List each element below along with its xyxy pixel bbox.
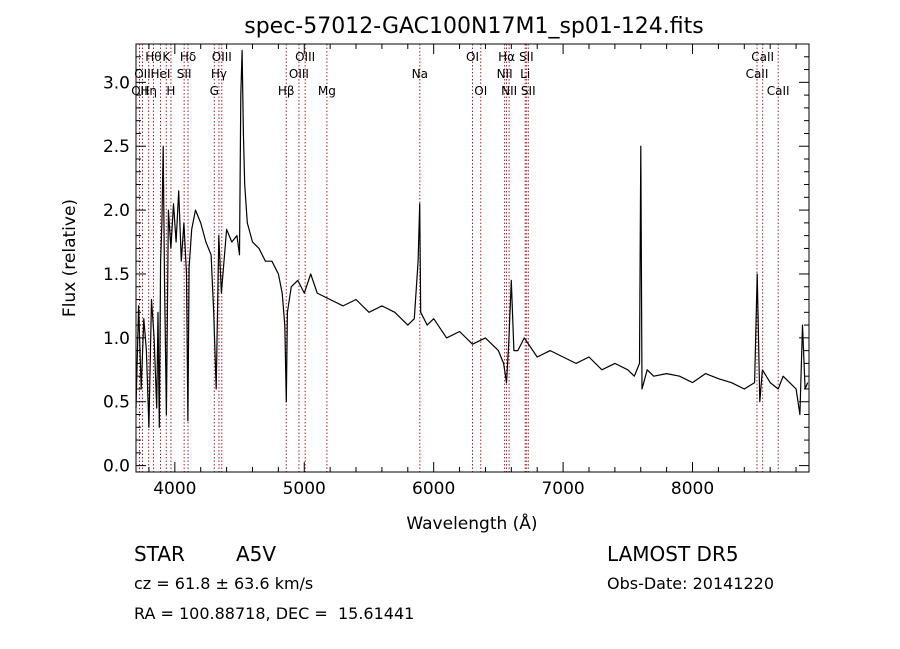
line-label: OII [134, 67, 151, 81]
x-axis-label: Wavelength (Å) [406, 512, 537, 534]
line-label: OIII [295, 50, 315, 64]
line-label: Hδ [180, 50, 196, 64]
y-tick-label: 0.0 [103, 457, 130, 477]
line-label: Hα [498, 50, 515, 64]
object-class: STAR [134, 542, 185, 566]
line-label: NII [497, 67, 513, 81]
line-label: OIII [212, 50, 232, 64]
y-tick-label: 2.5 [103, 137, 130, 157]
observation-date: Obs-Date: 20141220 [607, 574, 775, 593]
line-label: Hβ [278, 84, 295, 98]
line-label: Hη [140, 84, 157, 98]
spectral-subclass: A5V [236, 542, 277, 566]
x-tick-label: 4000 [153, 479, 196, 499]
plot-frame [135, 43, 810, 473]
line-label: SII [177, 67, 192, 81]
line-label: SII [521, 84, 536, 98]
line-label: H [166, 84, 175, 98]
y-tick-label: 0.5 [103, 393, 130, 413]
spectral-line-markers [138, 44, 779, 472]
x-tick-label: 5000 [283, 479, 326, 499]
x-tick-label: 8000 [671, 479, 714, 499]
spectral-line-labels: OIIOIIHηHθHeIKHSIIHδGHγOIIIHβOIIIOIIIMgN… [131, 50, 789, 98]
survey-name: LAMOST DR5 [607, 542, 739, 566]
line-label: OII [131, 84, 148, 98]
line-label: CaII [767, 84, 790, 98]
line-label: CaII [751, 50, 774, 64]
line-label: HeI [150, 67, 170, 81]
line-label: NII [501, 84, 517, 98]
chart-title: spec-57012-GAC100N17M1_sp01-124.fits [244, 14, 704, 39]
line-label: Hγ [211, 67, 227, 81]
line-label: OI [474, 84, 487, 98]
line-label: Mg [318, 84, 336, 98]
x-tick-label: 7000 [541, 479, 584, 499]
sky-coordinates: RA = 100.88718, DEC = 15.61441 [134, 604, 415, 623]
line-label: OIII [289, 67, 309, 81]
line-label: SII [519, 50, 534, 64]
line-label: Li [520, 67, 530, 81]
line-label: G [210, 84, 219, 98]
spectrum-data [135, 49, 809, 428]
y-tick-label: 3.0 [103, 73, 130, 93]
y-tick-label: 1.0 [103, 329, 130, 349]
line-label: K [162, 50, 171, 64]
line-label: CaII [746, 67, 769, 81]
y-tick-label: 1.5 [103, 265, 130, 285]
x-tick-label: 6000 [412, 479, 455, 499]
line-label: OI [466, 50, 479, 64]
y-tick-label: 2.0 [103, 201, 130, 221]
line-label: Hθ [145, 50, 161, 64]
redshift-velocity: cz = 61.8 ± 63.6 km/s [134, 574, 314, 593]
spectrum-line [135, 49, 809, 428]
y-axis-label: Flux (relative) [60, 199, 80, 317]
axis-ticks: 4000 5000 6000 7000 8000 0.0 0.5 1.0 1.5 2.0 2.5 3.… [103, 44, 809, 499]
line-label: Na [412, 67, 428, 81]
